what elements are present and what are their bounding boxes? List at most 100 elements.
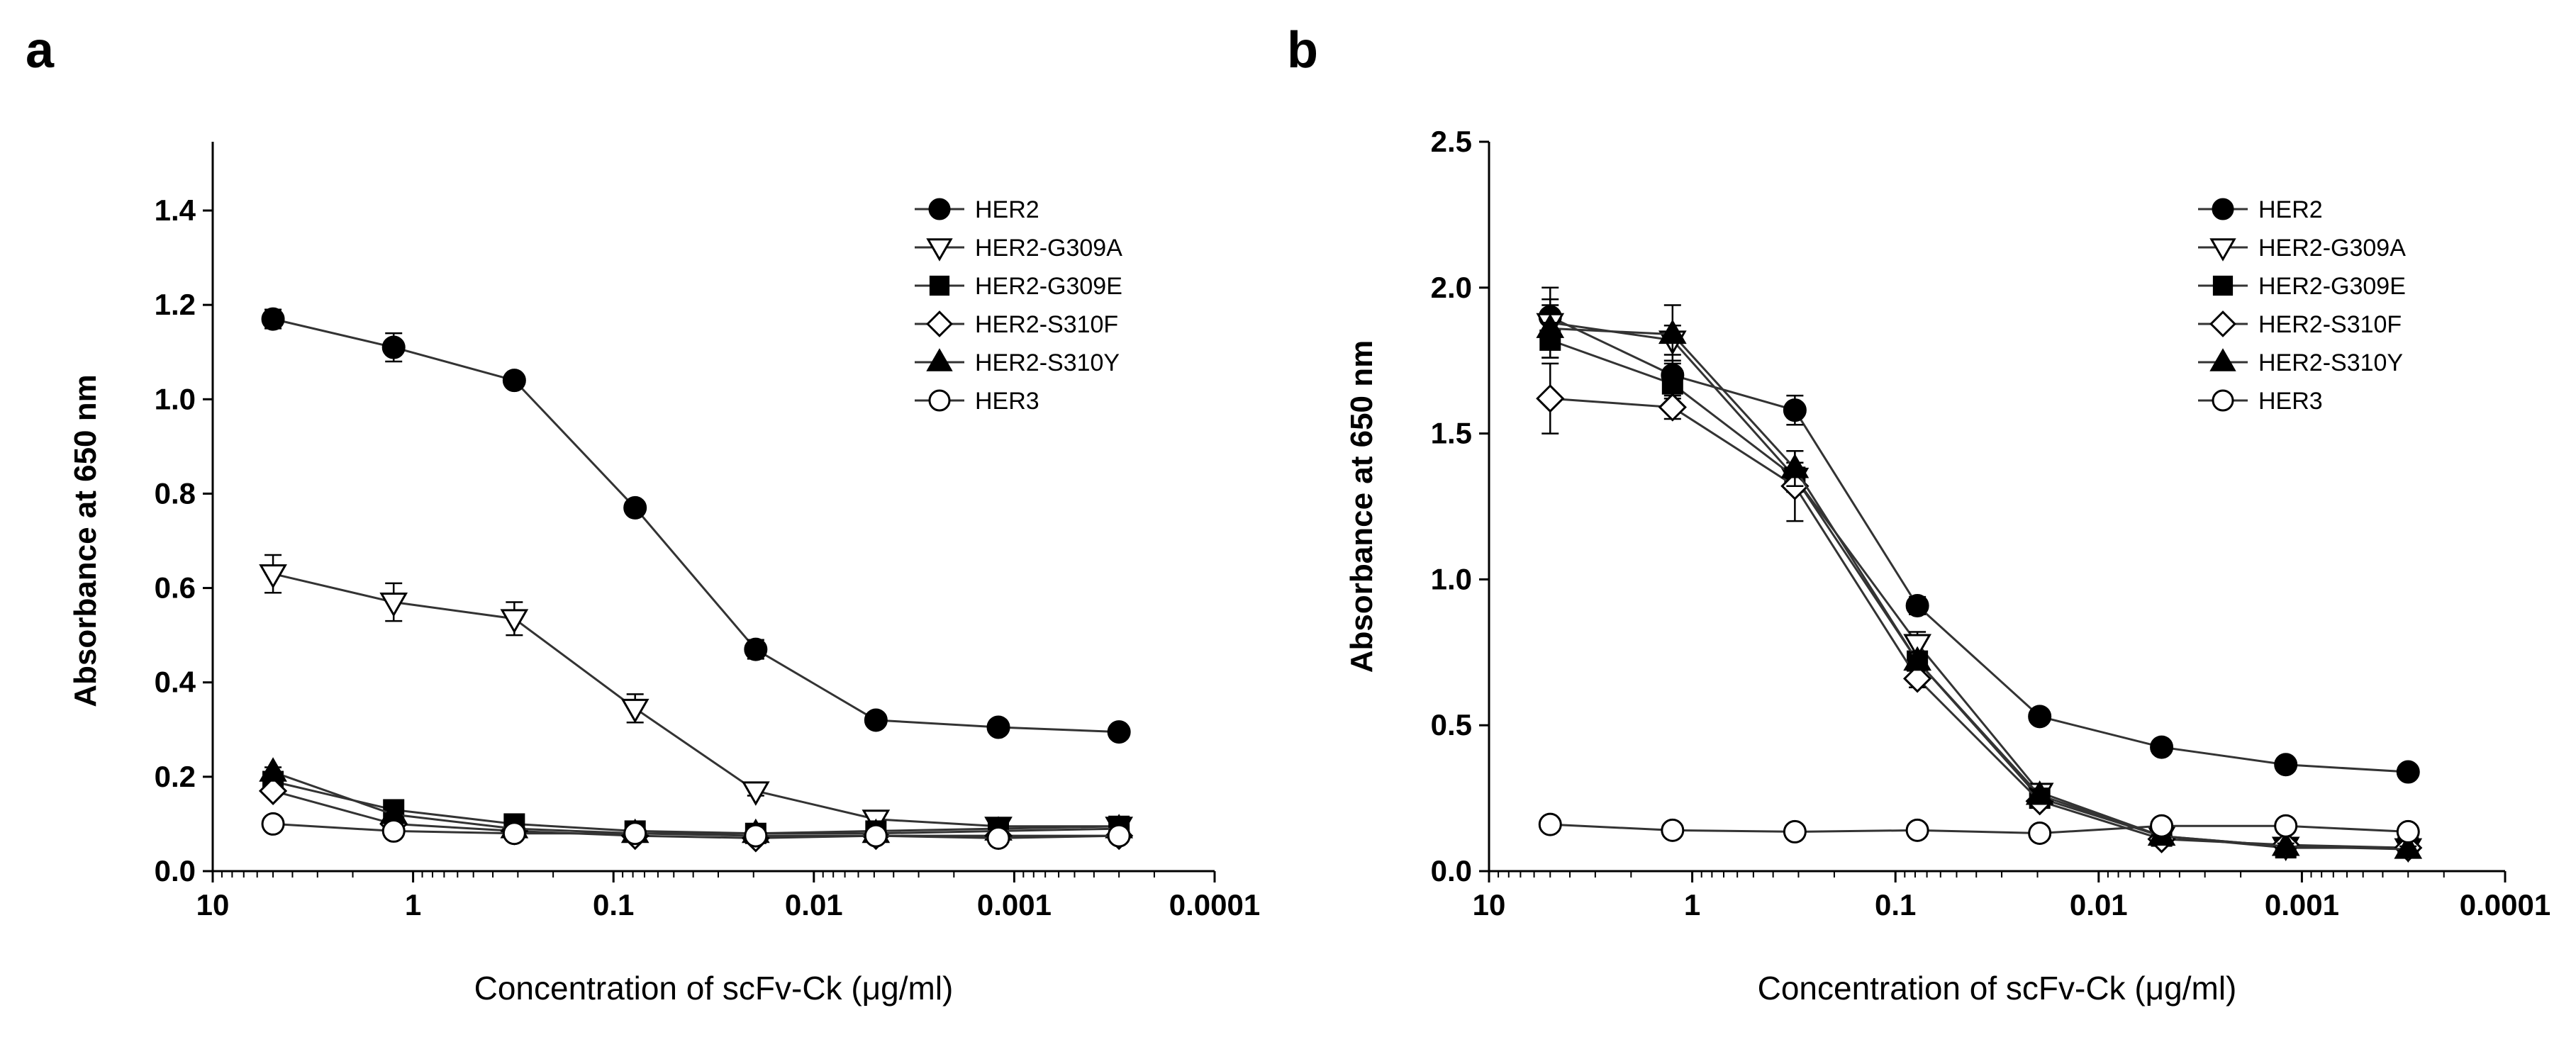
data-point [1783, 819, 1807, 843]
y-tick-label: 1.4 [155, 194, 196, 227]
series-line [1550, 327, 2409, 851]
x-tick-label: 0.01 [785, 888, 843, 921]
legend-label: HER2-G309E [2258, 273, 2406, 300]
y-tick-label: 2.0 [1431, 271, 1472, 304]
data-point [2028, 705, 2052, 729]
series-line [272, 318, 1120, 734]
legend-marker [928, 389, 951, 412]
series-her2 [261, 307, 1131, 744]
data-point [258, 776, 288, 805]
y-tick-label: 1.2 [155, 288, 196, 321]
series-line [1549, 315, 2409, 773]
y-tick-label: 1.0 [155, 382, 196, 415]
data-point [1780, 453, 1810, 478]
data-point [259, 757, 287, 782]
data-point [500, 609, 529, 634]
x-tick-label: 0.01 [2070, 888, 2128, 921]
data-point [986, 715, 1010, 739]
legend-label: HER2-S310F [975, 311, 1118, 338]
x-axis-title: Concentration of scFv-Ck (μg/ml) [1758, 970, 2237, 1007]
series-line [272, 822, 1120, 839]
y-axis-title: Absorbance at 650 nm [1344, 340, 1379, 673]
y-tick-label: 0.0 [155, 854, 196, 887]
data-point [261, 812, 285, 836]
data-point [1903, 634, 1931, 658]
legend-marker [2212, 275, 2234, 296]
x-tick-label: 0.1 [1875, 888, 1916, 921]
data-point [1536, 313, 1565, 338]
y-tick-label: 2.5 [1431, 125, 1472, 158]
y-tick-label: 0.0 [1431, 854, 1472, 887]
legend-marker [926, 310, 953, 337]
data-point [1107, 720, 1131, 744]
legend-marker [2209, 238, 2236, 262]
data-point [864, 824, 888, 848]
data-point [2028, 821, 2052, 845]
data-point [1658, 393, 1687, 422]
legend-label: HER2-S310F [2258, 311, 2402, 338]
legend-marker [928, 198, 951, 220]
legend-label: HER2-S310Y [975, 349, 1120, 376]
data-point [2396, 819, 2420, 843]
chart-panel-b: 0.0 0.5 1.0 1.5 2.0 2.5 10 1 0.1 0.01 0.001 0.0001 A… [1344, 125, 2550, 1007]
data-point [381, 335, 406, 359]
data-point [2274, 753, 2298, 777]
legend-marker [2212, 198, 2234, 220]
legend-marker [2209, 348, 2236, 371]
y-axis-title: Absorbance at 650 nm [68, 374, 103, 707]
data-point [502, 369, 526, 393]
data-point [2394, 834, 2423, 859]
legend-label: HER2 [975, 196, 1039, 223]
data-point [1903, 664, 1932, 693]
x-tick-label: 0.0001 [2460, 888, 2550, 921]
data-point [1905, 818, 1929, 842]
x-tick-label: 10 [196, 888, 230, 921]
y-tick-label: 1.5 [1431, 417, 1472, 450]
legend-marker [926, 348, 953, 371]
legend-label: HER2-G309A [975, 235, 1122, 262]
y-tick-label: 0.8 [155, 476, 196, 510]
data-point [1905, 593, 1929, 617]
data-point [1661, 818, 1685, 842]
data-point [2025, 780, 2054, 805]
legend-label: HER2 [2258, 196, 2323, 223]
legend-marker [926, 238, 953, 262]
y-tick-label: 0.5 [1431, 708, 1472, 741]
series-line [272, 573, 1120, 828]
x-tick-label: 0.0001 [1169, 888, 1260, 921]
y-tick-label: 0.2 [155, 760, 196, 793]
data-point [1538, 812, 1562, 836]
legend-marker [2209, 310, 2236, 337]
chart-panel-a: 0.0 0.2 0.4 0.6 0.8 1.0 1.2 1.4 10 1 0.1 0.01 0.001 0… [68, 142, 1260, 1007]
data-point [986, 826, 1010, 850]
data-point [1661, 373, 1683, 395]
legend-label: HER2-G309A [2258, 235, 2406, 262]
data-point [379, 593, 408, 617]
panel-letter-a: a [26, 22, 55, 79]
data-point [259, 564, 287, 589]
x-tick-label: 0.001 [2265, 888, 2339, 921]
data-point [2150, 735, 2174, 759]
panel-letter-b: b [1287, 22, 1318, 79]
series-her2-s310y [1536, 298, 2423, 859]
legend-marker [929, 275, 950, 296]
x-tick-label: 1 [1684, 888, 1700, 921]
data-point [381, 819, 406, 843]
data-point [1783, 398, 1807, 422]
data-point [623, 822, 647, 846]
series-line [1550, 823, 2409, 834]
data-point [744, 824, 768, 848]
data-point [502, 822, 526, 846]
series-line [1550, 397, 2409, 849]
x-tick-label: 1 [405, 888, 421, 921]
x-axis-title: Concentration of scFv-Ck (μg/ml) [474, 970, 954, 1007]
series-line [272, 790, 1120, 839]
legend-label: HER3 [2258, 388, 2323, 415]
data-point [2271, 831, 2300, 856]
x-tick-label: 10 [1473, 888, 1506, 921]
data-point [741, 781, 770, 806]
y-tick-label: 0.4 [155, 666, 196, 699]
data-point [620, 698, 649, 724]
legend-label: HER2-G309E [975, 273, 1122, 300]
y-tick-label: 1.0 [1431, 562, 1472, 595]
